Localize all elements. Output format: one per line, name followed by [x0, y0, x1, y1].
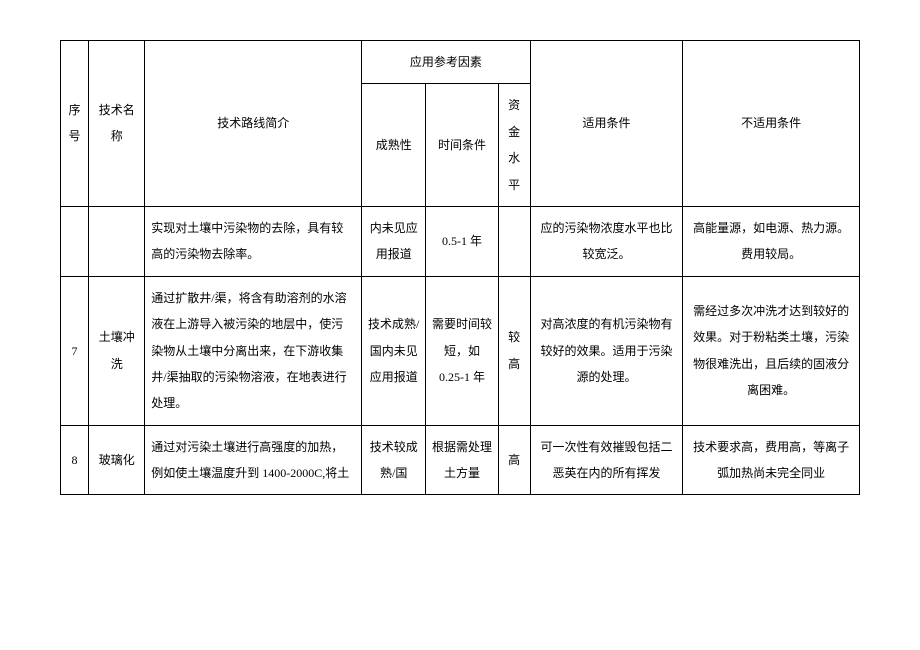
cell-apply: 可一次性有效摧毁包括二恶英在内的所有挥发 [530, 425, 683, 495]
cell-apply: 对高浓度的有机污染物有较好的效果。适用于污染源的处理。 [530, 276, 683, 425]
cell-noapply: 高能量源，如电源、热力源。费用较局。 [683, 206, 860, 276]
cell-seq [61, 206, 89, 276]
tech-table: 序号 技术名称 技术路线简介 应用参考因素 适用条件 不适用条件 成熟性 时间条… [60, 40, 860, 495]
header-maturity: 成熟性 [362, 84, 426, 207]
cell-maturity: 技术较成熟/国 [362, 425, 426, 495]
header-row-1: 序号 技术名称 技术路线简介 应用参考因素 适用条件 不适用条件 [61, 41, 860, 84]
table-row: 实现对土壤中污染物的去除，具有较高的污染物去除率。 内未见应用报道 0.5-1 … [61, 206, 860, 276]
table-row: 7 土壤冲洗 通过扩散井/渠，将含有助溶剂的水溶液在上游导入被污染的地层中，使污… [61, 276, 860, 425]
cell-time: 0.5-1 年 [426, 206, 498, 276]
cell-name: 玻璃化 [89, 425, 145, 495]
cell-desc: 通过扩散井/渠，将含有助溶剂的水溶液在上游导入被污染的地层中，使污染物从土壤中分… [145, 276, 362, 425]
header-seq: 序号 [61, 41, 89, 207]
cell-seq: 8 [61, 425, 89, 495]
cell-time: 根据需处理土方量 [426, 425, 498, 495]
header-time: 时间条件 [426, 84, 498, 207]
cell-time: 需要时间较短，如 0.25-1 年 [426, 276, 498, 425]
cell-name: 土壤冲洗 [89, 276, 145, 425]
header-desc: 技术路线简介 [145, 41, 362, 207]
cell-name [89, 206, 145, 276]
cell-maturity: 技术成熟/国内未见应用报道 [362, 276, 426, 425]
table-row: 8 玻璃化 通过对污染土壤进行高强度的加热，例如使土壤温度升到 1400-200… [61, 425, 860, 495]
cell-desc: 实现对土壤中污染物的去除，具有较高的污染物去除率。 [145, 206, 362, 276]
cell-fund: 高 [498, 425, 530, 495]
cell-fund: 较高 [498, 276, 530, 425]
cell-seq: 7 [61, 276, 89, 425]
header-name: 技术名称 [89, 41, 145, 207]
header-noapply: 不适用条件 [683, 41, 860, 207]
header-fund: 资金水平 [498, 84, 530, 207]
header-group: 应用参考因素 [362, 41, 531, 84]
cell-fund [498, 206, 530, 276]
cell-noapply: 需经过多次冲洗才达到较好的效果。对于粉粘类土壤，污染物很难洗出，且后续的固液分离… [683, 276, 860, 425]
header-apply: 适用条件 [530, 41, 683, 207]
cell-maturity: 内未见应用报道 [362, 206, 426, 276]
cell-desc: 通过对污染土壤进行高强度的加热，例如使土壤温度升到 1400-2000C,将土 [145, 425, 362, 495]
cell-noapply: 技术要求高，费用高，等离子弧加热尚未完全同业 [683, 425, 860, 495]
cell-apply: 应的污染物浓度水平也比较宽泛。 [530, 206, 683, 276]
